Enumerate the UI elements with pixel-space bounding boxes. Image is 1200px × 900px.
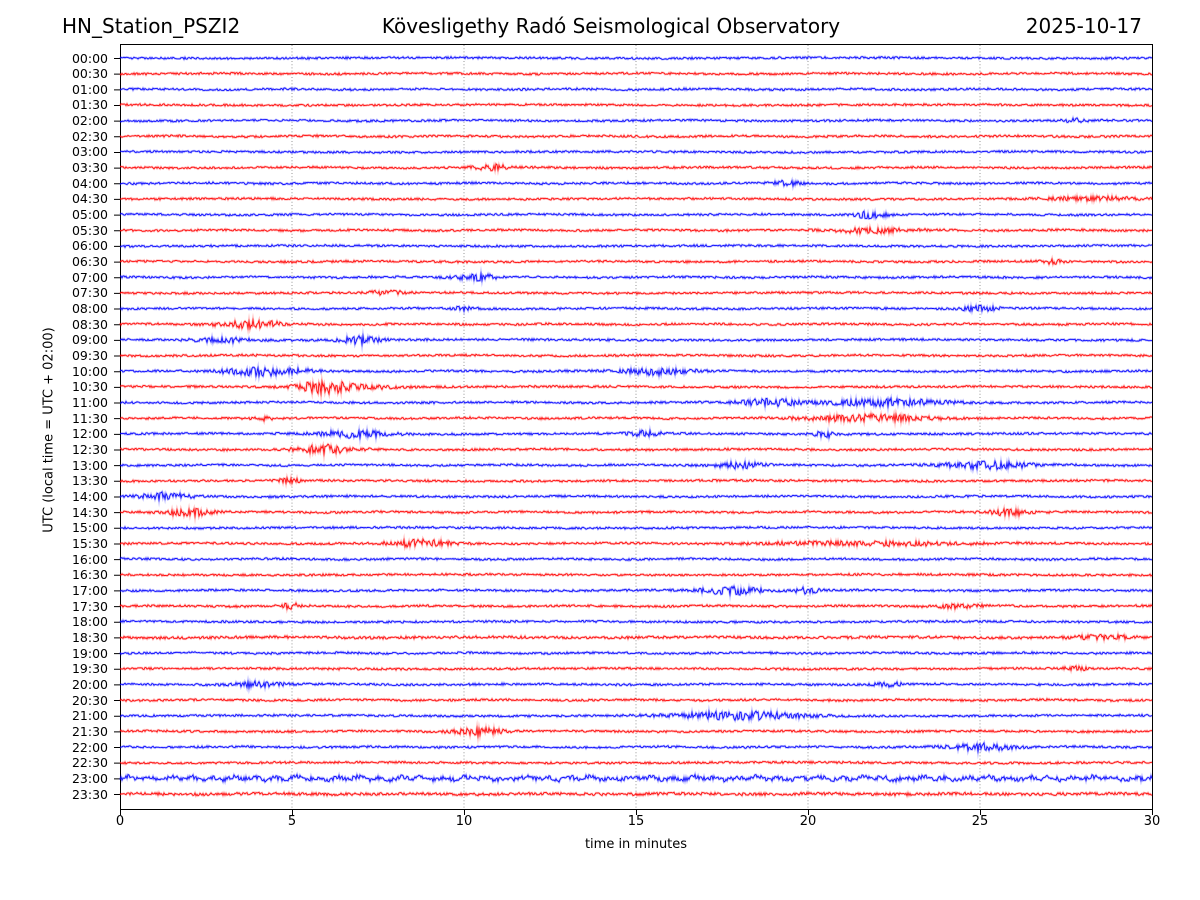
y-tick-label: 05:30: [71, 222, 108, 238]
y-tick-label: 16:30: [71, 567, 108, 583]
y-tick-label: 22:00: [71, 739, 108, 755]
station-id-label: HN_Station_PSZI2: [62, 14, 241, 38]
x-tick-label: 20: [799, 814, 817, 829]
y-tick-label: 16:00: [71, 551, 108, 567]
y-tick-label: 12:30: [71, 441, 108, 457]
y-tick-label: 08:00: [71, 301, 108, 317]
observatory-title: Kövesligethy Radó Seismological Observat…: [381, 14, 841, 38]
y-tick-label: 18:30: [71, 629, 108, 645]
y-tick-label: 22:30: [71, 755, 108, 771]
y-tick-label: 07:00: [71, 269, 108, 285]
y-tick-label: 14:30: [71, 504, 108, 520]
y-tick-label: 10:30: [71, 379, 108, 395]
y-tick-label: 21:00: [71, 708, 108, 724]
y-tick-label: 03:00: [71, 144, 108, 160]
x-tick-label: 15: [627, 814, 645, 829]
y-tick-label: 06:00: [71, 238, 108, 254]
y-tick-label: 11:00: [71, 395, 108, 410]
y-tick-label: 07:30: [71, 285, 108, 301]
y-tick-label: 09:30: [71, 348, 108, 364]
y-tick-label: 21:30: [71, 723, 108, 739]
y-tick-label: 17:30: [71, 598, 108, 614]
y-tick-label: 12:00: [71, 426, 108, 442]
y-tick-label: 00:30: [71, 66, 108, 82]
x-tick-label: 10: [455, 814, 473, 829]
y-tick-label: 17:00: [71, 582, 108, 598]
x-tick-label: 5: [287, 814, 297, 829]
y-tick-label: 02:00: [71, 113, 108, 129]
y-tick-label: 15:30: [71, 535, 108, 551]
y-tick-label: 19:00: [71, 645, 108, 661]
x-tick-label: 30: [1143, 814, 1161, 829]
y-tick-label: 00:00: [71, 50, 108, 66]
y-tick-label: 04:30: [71, 191, 108, 207]
y-tick-label: 01:30: [71, 97, 108, 113]
y-tick-label: 06:30: [71, 254, 108, 270]
y-tick-label: 13:30: [71, 473, 108, 489]
y-tick-label: 05:00: [71, 207, 108, 223]
y-tick-label: 11:30: [71, 410, 108, 426]
y-tick-label: 13:00: [71, 457, 108, 473]
date-label: 2025-10-17: [1025, 14, 1142, 38]
y-tick-label: 03:30: [71, 160, 108, 176]
y-tick-label: 20:30: [71, 692, 108, 708]
y-tick-label: 20:00: [71, 676, 108, 692]
y-tick-label: 19:30: [71, 661, 108, 677]
y-tick-label: 01:00: [71, 81, 108, 97]
y-tick-label: 09:00: [71, 332, 108, 348]
y-tick-label: 14:00: [71, 488, 108, 504]
y-tick-label: 08:30: [71, 316, 108, 332]
y-tick-label: 18:00: [71, 614, 108, 630]
x-axis-title: time in minutes: [584, 837, 688, 852]
y-tick-label: 23:00: [71, 770, 108, 786]
y-tick-label: 04:00: [71, 175, 108, 191]
y-tick-label: 02:30: [71, 128, 108, 144]
y-tick-label: 10:00: [71, 363, 108, 379]
x-tick-label: 0: [115, 814, 125, 829]
y-tick-label: 23:30: [71, 786, 108, 802]
y-tick-label: 15:00: [71, 520, 108, 536]
x-tick-label: 25: [971, 814, 989, 829]
